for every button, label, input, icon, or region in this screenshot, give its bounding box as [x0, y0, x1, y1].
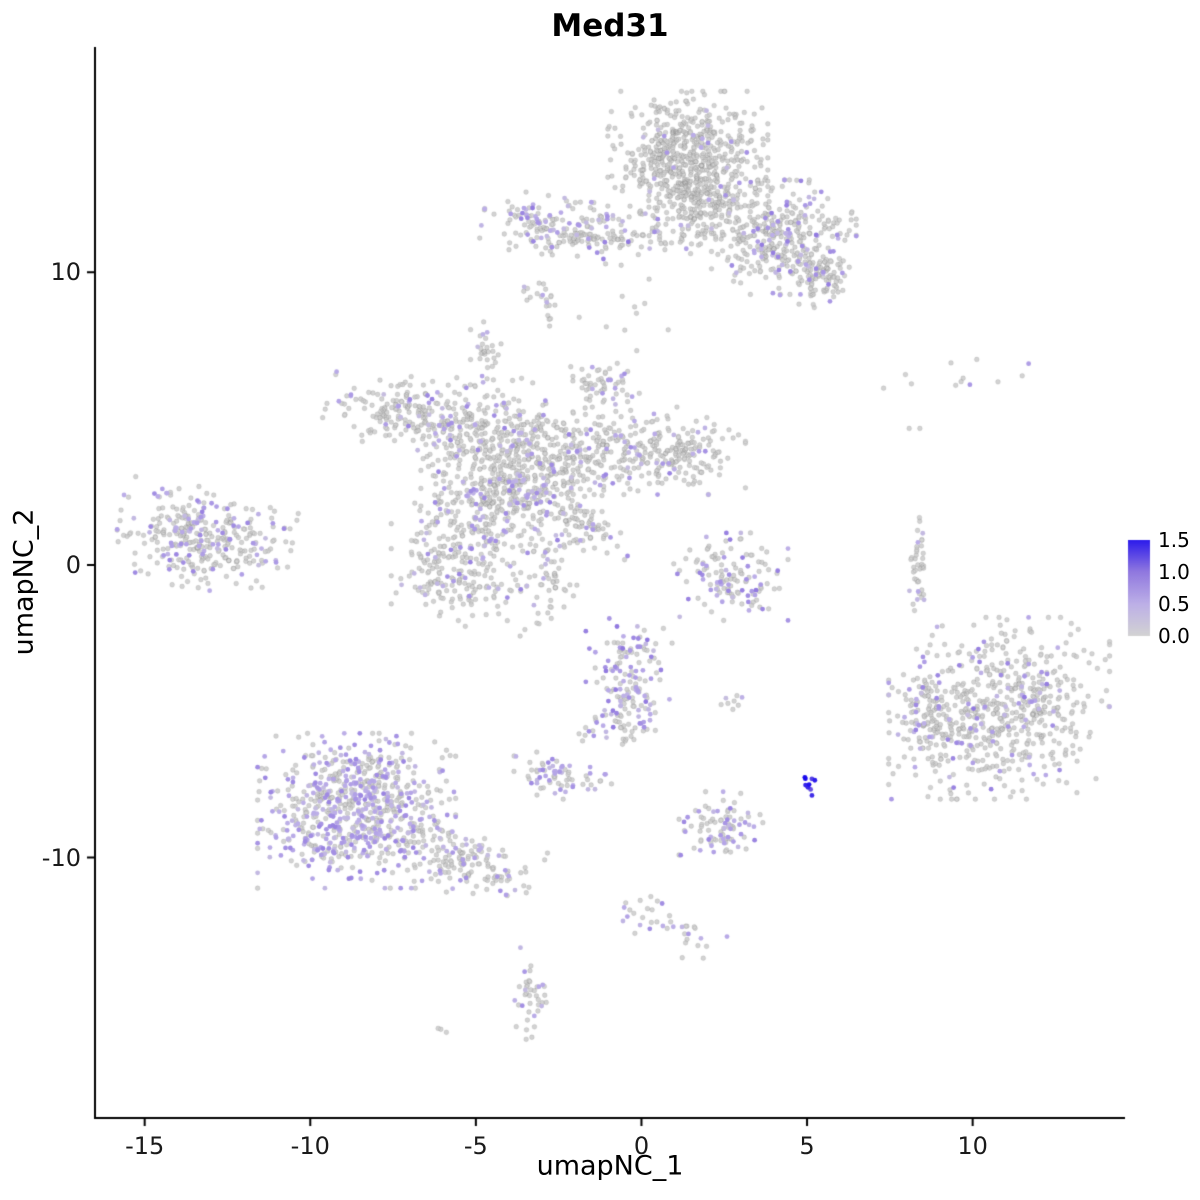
y-tick-label: -10 [41, 843, 81, 872]
legend-tick-label: 1.0 [1158, 560, 1190, 584]
plot-title: Med31 [551, 8, 669, 44]
legend-tick-label: 0.0 [1158, 624, 1190, 648]
x-tick-label: -10 [290, 1132, 330, 1160]
x-tick-label: -5 [463, 1132, 488, 1160]
x-tick-label: 5 [799, 1132, 815, 1160]
y-tick-label: 0 [65, 550, 81, 579]
legend-tick-label: 1.5 [1158, 528, 1190, 552]
legend-tick-label: 0.5 [1158, 592, 1190, 616]
x-axis-label: umapNC_1 [536, 1150, 684, 1182]
x-tick-label: 10 [957, 1132, 988, 1160]
x-tick-label: 0 [633, 1132, 650, 1160]
y-axis-label: umapNC_2 [8, 508, 40, 656]
y-tick-label: 10 [50, 258, 81, 287]
x-tick-label: -15 [125, 1132, 165, 1160]
